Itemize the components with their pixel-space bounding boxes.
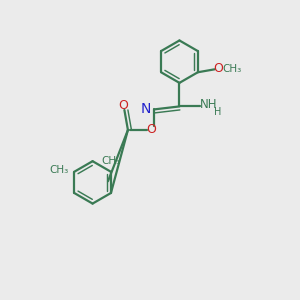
- Text: O: O: [118, 99, 128, 112]
- Text: O: O: [214, 62, 224, 75]
- Text: H: H: [214, 107, 221, 117]
- Text: CH₃: CH₃: [101, 156, 121, 166]
- Text: N: N: [140, 102, 151, 116]
- Text: NH: NH: [200, 98, 218, 111]
- Text: CH₃: CH₃: [49, 165, 68, 175]
- Text: O: O: [146, 124, 156, 136]
- Text: CH₃: CH₃: [223, 64, 242, 74]
